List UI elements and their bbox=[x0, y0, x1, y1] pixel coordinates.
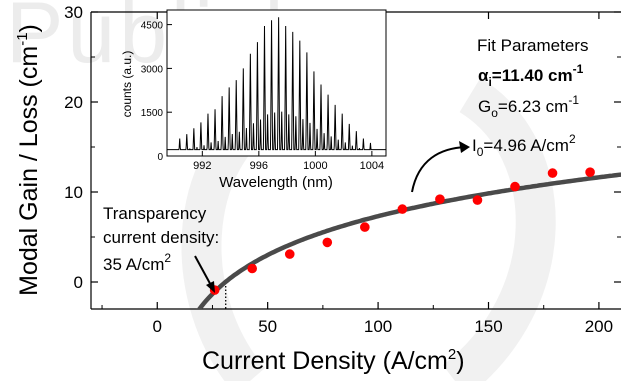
main-axis-tick-labels: 0 50 100 150 200 0 10 20 30 bbox=[64, 3, 613, 336]
inset-x-tick-label: 996 bbox=[250, 160, 268, 172]
inset-y-tick-label: 3000 bbox=[141, 64, 164, 75]
inset-frame bbox=[166, 9, 387, 157]
inset-y-tick-label: 4500 bbox=[141, 21, 164, 32]
inset-x-tick-label: 992 bbox=[193, 160, 211, 172]
transparency-label-line1: Transparency bbox=[103, 204, 207, 223]
data-point bbox=[322, 237, 333, 248]
x-tick-label: 100 bbox=[364, 317, 392, 336]
transparency-label-line2: current density: bbox=[103, 228, 219, 247]
x-tick-label: 150 bbox=[474, 317, 502, 336]
data-point bbox=[247, 263, 258, 274]
alpha-i-annotation: αi=11.40 cm-1 bbox=[478, 62, 584, 89]
data-point bbox=[360, 222, 370, 232]
inset-x-axis-title: Wavelength (nm) bbox=[219, 174, 333, 191]
x-tick-label: 50 bbox=[258, 317, 277, 336]
inset-axis-tick-labels: 992 996 1000 1004 0 1500 3000 4500 bbox=[141, 21, 384, 172]
data-point bbox=[510, 181, 520, 192]
inset-y-axis-title: counts (a.u.) bbox=[120, 51, 134, 118]
data-point bbox=[397, 204, 408, 214]
fit-parameters-title: Fit Parameters bbox=[477, 36, 588, 55]
y-tick-label: 20 bbox=[64, 93, 83, 112]
i0-pointer-arrow bbox=[411, 146, 467, 193]
data-point bbox=[435, 194, 445, 204]
inset-y-tick-label: 1500 bbox=[141, 108, 164, 119]
data-point bbox=[284, 249, 295, 259]
data-point bbox=[547, 168, 558, 178]
data-point bbox=[472, 195, 483, 205]
watermark-arc-2 bbox=[442, 77, 556, 381]
inset-axis-ticks bbox=[167, 24, 373, 157]
g0-annotation: Go=6.23 cm-1 bbox=[478, 93, 579, 120]
i0-annotation: I0=4.96 A/cm2 bbox=[472, 132, 576, 159]
y-axis-title: Modal Gain / Loss (cm-1) bbox=[14, 24, 43, 296]
transparency-pointer-arrowhead bbox=[206, 281, 215, 293]
inset-spectrum-line bbox=[167, 17, 386, 151]
inset-x-tick-label: 1004 bbox=[360, 160, 384, 172]
fit-curve bbox=[196, 172, 621, 309]
i0-pointer-arrowhead bbox=[459, 141, 470, 153]
y-tick-label: 30 bbox=[64, 3, 83, 22]
inset-x-tick-label: 1000 bbox=[303, 160, 327, 172]
x-axis-title: Current Density (A/cm2) bbox=[202, 346, 465, 375]
transparency-value: 35 A/cm2 bbox=[103, 251, 171, 274]
y-tick-label: 10 bbox=[64, 183, 83, 202]
data-point bbox=[585, 167, 595, 177]
x-tick-label: 200 bbox=[585, 317, 613, 336]
y-tick-label: 0 bbox=[74, 273, 83, 292]
inset-y-tick-label: 0 bbox=[157, 152, 163, 163]
x-tick-label: 0 bbox=[153, 317, 162, 336]
